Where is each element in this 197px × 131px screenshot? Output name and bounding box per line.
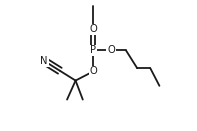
- Text: N: N: [40, 56, 48, 66]
- Text: O: O: [89, 66, 97, 76]
- Text: O: O: [107, 45, 115, 55]
- Text: P: P: [90, 45, 96, 55]
- Text: O: O: [89, 24, 97, 34]
